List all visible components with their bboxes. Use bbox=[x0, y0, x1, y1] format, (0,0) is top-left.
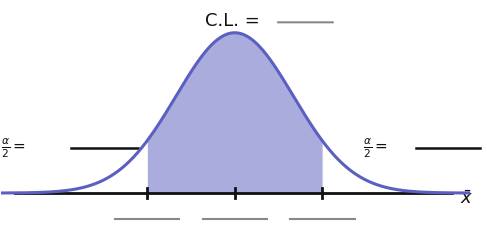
Text: $\frac{\alpha}{2}=$: $\frac{\alpha}{2}=$ bbox=[363, 136, 389, 160]
Text: $\bar{x}$: $\bar{x}$ bbox=[460, 190, 473, 208]
Text: $\frac{\alpha}{2}=$: $\frac{\alpha}{2}=$ bbox=[0, 136, 26, 160]
Text: C.L. =: C.L. = bbox=[205, 12, 260, 30]
